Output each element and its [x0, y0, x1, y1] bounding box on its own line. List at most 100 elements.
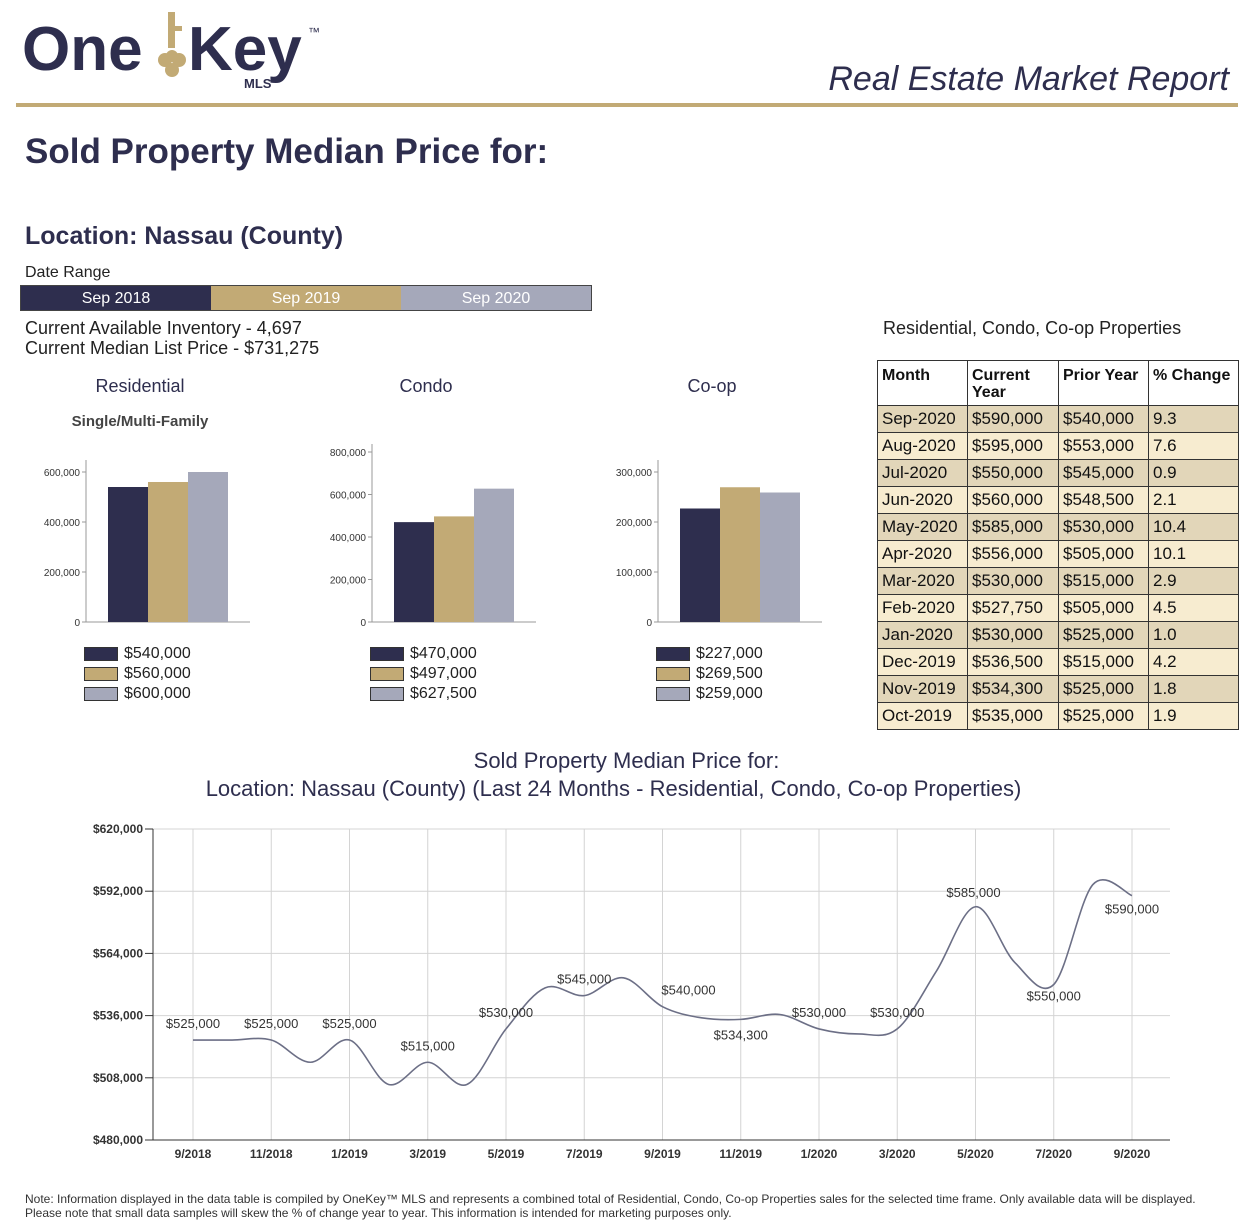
bar [148, 482, 188, 622]
legend-label: $227,000 [696, 645, 763, 662]
y-tick-label: 400,000 [330, 533, 367, 544]
y-tick-label: $508,000 [93, 1071, 143, 1085]
cell-prior-year: $530,000 [1058, 513, 1149, 541]
cell-pct-change: 1.0 [1148, 621, 1239, 649]
legend-label: $540,000 [124, 645, 191, 662]
residential-chart-subtitle: Single/Multi-Family [71, 413, 209, 430]
table-row: Jan-2020 $530,000 $525,000 1.0 [877, 621, 1239, 649]
x-tick-label: 9/2020 [1114, 1147, 1151, 1161]
key-icon [158, 12, 186, 77]
table-row: Jun-2020 $560,000 $548,500 2.1 [877, 486, 1239, 514]
current-median-list-price: Current Median List Price - $731,275 [25, 338, 320, 358]
cell-month: May-2020 [877, 513, 968, 541]
cell-pct-change: 1.9 [1148, 702, 1239, 730]
current-inventory: Current Available Inventory - 4,697 [25, 318, 302, 338]
legend-item: $540,000 [84, 644, 191, 664]
legend-item: $497,000 [370, 664, 477, 684]
data-label: $525,000 [322, 1016, 376, 1031]
data-label: $525,000 [244, 1016, 298, 1031]
y-tick-label: 400,000 [44, 518, 81, 529]
cell-pct-change: 10.1 [1148, 540, 1239, 568]
bar [720, 487, 760, 622]
cell-prior-year: $553,000 [1058, 432, 1149, 460]
data-label: $530,000 [479, 1005, 533, 1020]
table-header-row: Month Current Year Prior Year % Change [877, 360, 1239, 406]
cell-month: Feb-2020 [877, 594, 968, 622]
date-range-sep-2019: Sep 2019 [211, 286, 401, 310]
cell-current-year: $534,300 [967, 675, 1059, 703]
cell-pct-change: 1.8 [1148, 675, 1239, 703]
data-label: $515,000 [401, 1038, 455, 1053]
cell-current-year: $550,000 [967, 459, 1059, 487]
cell-current-year: $536,500 [967, 648, 1059, 676]
x-tick-label: 9/2018 [175, 1147, 212, 1161]
table-row: Feb-2020 $527,750 $505,000 4.5 [877, 594, 1239, 622]
residential-bar-chart: 0 200,000 400,000 600,000 [44, 460, 250, 629]
legend-swatch [370, 667, 404, 681]
cell-pct-change: 4.2 [1148, 648, 1239, 676]
legend-swatch [370, 687, 404, 701]
table-row: Oct-2019 $535,000 $525,000 1.9 [877, 702, 1239, 730]
cell-month: Mar-2020 [877, 567, 968, 595]
logo-word-one: One [22, 15, 143, 84]
cell-current-year: $595,000 [967, 432, 1059, 460]
x-tick-label: 5/2019 [488, 1147, 525, 1161]
y-tick-label: $592,000 [93, 884, 143, 898]
col-header-pct-change: % Change [1148, 360, 1239, 406]
y-tick-label: 600,000 [330, 491, 367, 502]
y-tick-label: 200,000 [330, 576, 367, 587]
table-title: Residential, Condo, Co-op Properties [883, 318, 1182, 338]
data-label: $585,000 [946, 885, 1000, 900]
series-line [193, 878, 1133, 1086]
x-tick-label: 3/2019 [409, 1147, 446, 1161]
y-tick-label: $536,000 [93, 1009, 143, 1023]
x-tick-label: 3/2020 [879, 1147, 916, 1161]
legend-item: $227,000 [656, 644, 763, 664]
onekey-mls-logo: One Key ™ MLS [22, 12, 320, 91]
x-tick-label: 11/2018 [250, 1147, 293, 1161]
y-tick-label: 600,000 [44, 468, 81, 479]
cell-pct-change: 0.9 [1148, 459, 1239, 487]
y-tick-label: 300,000 [616, 468, 653, 479]
table-row: Aug-2020 $595,000 $553,000 7.6 [877, 432, 1239, 460]
cell-current-year: $590,000 [967, 405, 1059, 433]
data-label: $530,000 [792, 1005, 846, 1020]
legend-swatch [84, 667, 118, 681]
cell-current-year: $560,000 [967, 486, 1059, 514]
median-price-table: Month Current Year Prior Year % Change S… [877, 360, 1239, 730]
legend-label: $627,500 [410, 685, 477, 702]
cell-month: Apr-2020 [877, 540, 968, 568]
table-row: Mar-2020 $530,000 $515,000 2.9 [877, 567, 1239, 595]
bar [434, 516, 474, 622]
cell-prior-year: $548,500 [1058, 486, 1149, 514]
cell-prior-year: $515,000 [1058, 648, 1149, 676]
data-label: $530,000 [870, 1005, 924, 1020]
bar [474, 488, 514, 622]
bar [108, 487, 148, 622]
legend-swatch [370, 647, 404, 661]
data-label: $545,000 [557, 972, 611, 987]
cell-month: Jan-2020 [877, 621, 968, 649]
cell-prior-year: $515,000 [1058, 567, 1149, 595]
x-tick-label: 7/2019 [566, 1147, 603, 1161]
legend-item: $627,500 [370, 684, 477, 704]
header-divider [16, 103, 1238, 107]
cell-month: Aug-2020 [877, 432, 968, 460]
location-heading: Location: Nassau (County) [25, 222, 344, 250]
legend-swatch [84, 647, 118, 661]
cell-prior-year: $540,000 [1058, 405, 1149, 433]
data-label: $540,000 [661, 983, 715, 998]
cell-pct-change: 9.3 [1148, 405, 1239, 433]
legend-label: $497,000 [410, 665, 477, 682]
y-tick-label: 200,000 [44, 568, 81, 579]
legend-swatch [656, 647, 690, 661]
y-tick-label: $620,000 [93, 822, 143, 836]
y-tick-label: 0 [646, 618, 652, 629]
x-tick-label: 7/2020 [1035, 1147, 1072, 1161]
legend-swatch [84, 687, 118, 701]
y-tick-label: $564,000 [93, 946, 143, 960]
cell-current-year: $530,000 [967, 567, 1059, 595]
table-row: Nov-2019 $534,300 $525,000 1.8 [877, 675, 1239, 703]
table-row: Apr-2020 $556,000 $505,000 10.1 [877, 540, 1239, 568]
cell-pct-change: 2.1 [1148, 486, 1239, 514]
